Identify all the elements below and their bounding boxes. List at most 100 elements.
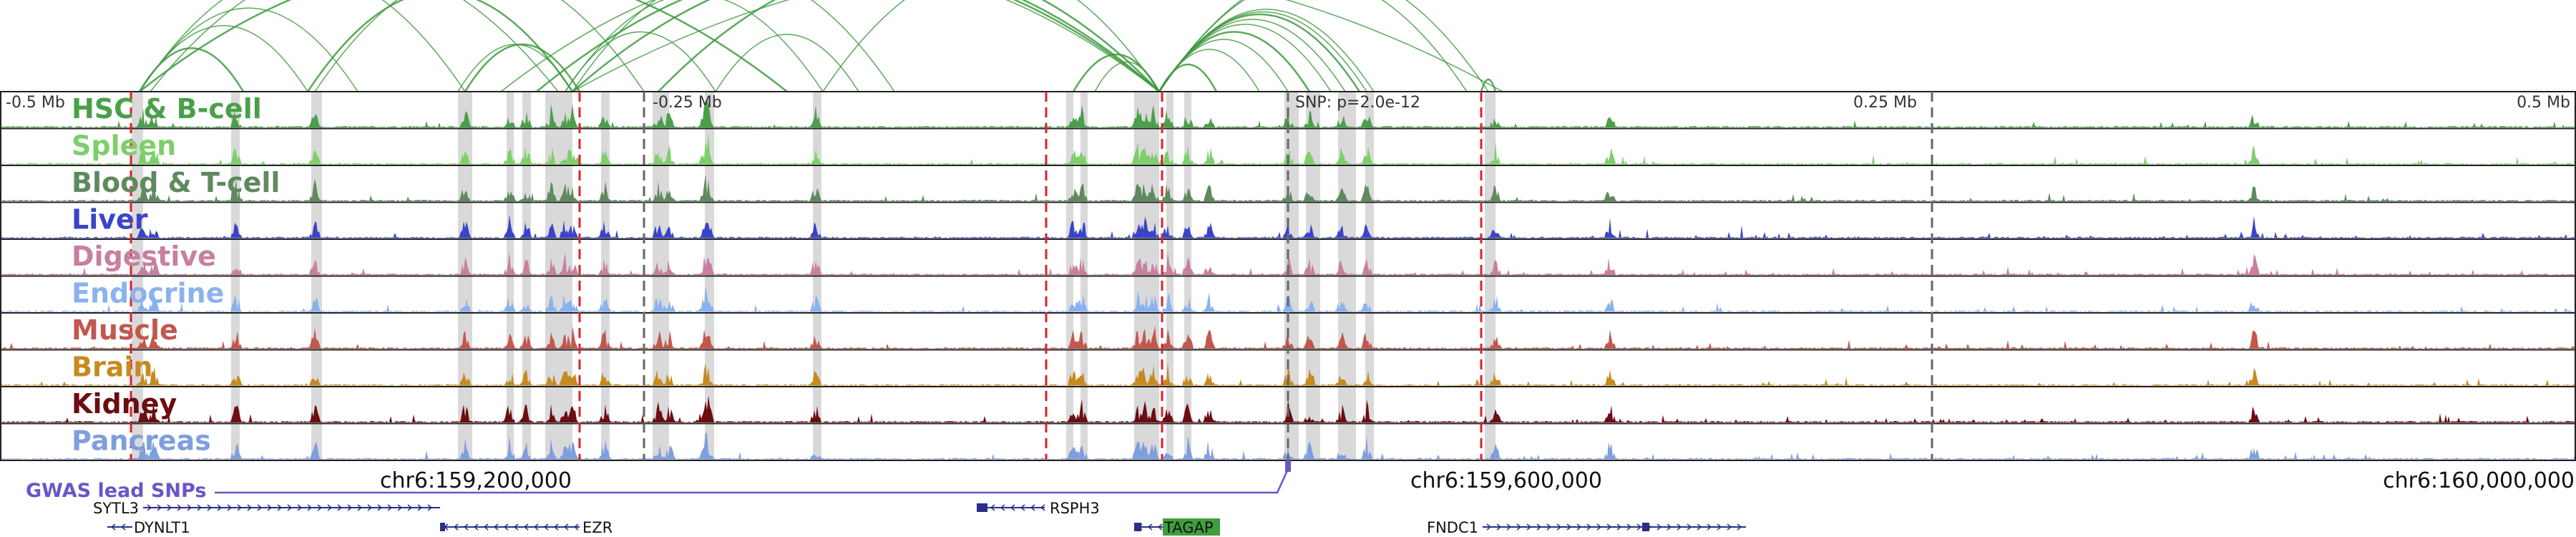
strand-arrow: [1626, 523, 1632, 531]
strand-arrow: [1496, 523, 1502, 531]
track-label-7: Brain: [72, 352, 152, 383]
strand-arrow: [267, 504, 273, 511]
loop-arc: [658, 0, 1160, 92]
gene-label-2: EZR: [582, 519, 613, 536]
track-label-3: Liver: [72, 204, 148, 236]
gene-highlight: [1163, 518, 1220, 536]
gene-label-4: TAGAP: [1163, 519, 1214, 536]
strand-arrow: [1636, 523, 1642, 531]
strand-arrow: [307, 504, 313, 511]
strand-arrow: [177, 504, 182, 511]
strand-arrow: [1677, 523, 1682, 531]
axis-label-minus-0-25: -0.25 Mb: [653, 94, 722, 112]
strand-arrow: [1717, 523, 1722, 531]
strand-arrow: [1606, 523, 1612, 531]
strand-arrow: [157, 504, 162, 511]
loop-arc: [457, 44, 573, 92]
strand-arrow: [1536, 523, 1542, 531]
gwas-track: GWAS lead SNPs: [26, 460, 1291, 502]
strand-arrow: [1737, 523, 1742, 531]
signal-7: [0, 362, 2576, 386]
gene-label-3: RSPH3: [1050, 500, 1100, 517]
track-label-5: Endocrine: [72, 278, 224, 309]
loop-arc: [536, 0, 1160, 92]
loop-arcs: [138, 0, 1503, 92]
strand-arrow: [197, 504, 203, 511]
loop-arc: [500, 0, 1160, 92]
strand-arrow: [1010, 504, 1015, 511]
strand-arrow: [367, 504, 373, 511]
loop-arc: [139, 25, 308, 92]
coordinate-ticks: chr6:159,200,000 chr6:159,600,000 chr6:1…: [380, 468, 2575, 493]
strand-arrow: [257, 504, 263, 511]
strand-arrow: [287, 504, 293, 511]
strand-arrow: [533, 523, 539, 531]
strand-arrow: [147, 504, 152, 511]
strand-arrow: [337, 504, 343, 511]
gene-label-1: DYNLT1: [134, 519, 190, 536]
exon: [1642, 523, 1649, 531]
loop-arc: [565, 0, 824, 92]
loop-arc: [139, 7, 358, 92]
strand-arrow: [187, 504, 192, 511]
strand-arrow: [1697, 523, 1702, 531]
strand-arrow: [1556, 523, 1562, 531]
strand-arrow: [513, 523, 519, 531]
strand-arrow: [327, 504, 333, 511]
strand-arrow: [167, 504, 172, 511]
coord-tick-1: chr6:159,200,000: [380, 468, 572, 493]
axis-label-minus-0-5: -0.5 Mb: [6, 94, 65, 112]
loop-arc: [139, 0, 788, 92]
gene-label-0: SYTL3: [93, 500, 139, 517]
track-label-8: Kidney: [72, 388, 177, 420]
strand-arrow: [217, 504, 223, 511]
gwas-snp-marker: [1285, 460, 1291, 472]
strand-arrow: [1667, 523, 1672, 531]
gene-track: SYTL3 DYNLT1 EZR RSPH3 TAGAP FNDC1: [93, 500, 1746, 536]
coord-tick-3: chr6:160,000,000: [2383, 468, 2575, 493]
strand-arrow: [1526, 523, 1532, 531]
strand-arrow: [1616, 523, 1622, 531]
strand-arrow: [247, 504, 253, 511]
strand-arrow: [387, 504, 393, 511]
strand-arrow: [573, 523, 579, 531]
strand-arrow: [453, 523, 459, 531]
loop-arc: [464, 43, 581, 92]
loop-arc: [572, 0, 895, 92]
strand-arrow: [1516, 523, 1522, 531]
strand-arrow: [1596, 523, 1602, 531]
strand-arrow: [347, 504, 353, 511]
strand-arrow: [427, 504, 433, 511]
strand-arrow: [1030, 504, 1035, 511]
strand-arrow: [1020, 504, 1025, 511]
strand-arrow: [553, 523, 559, 531]
strand-arrow: [1147, 523, 1153, 531]
loop-arc: [1094, 61, 1160, 92]
strand-arrow: [1546, 523, 1552, 531]
strand-arrow: [473, 523, 479, 531]
gwas-label: GWAS lead SNPs: [26, 480, 206, 502]
loop-arc: [572, 0, 1503, 92]
loop-arc: [150, 0, 559, 92]
loop-arc: [1480, 78, 1497, 92]
track-label-4: Digestive: [72, 241, 216, 272]
loop-arc: [306, 0, 574, 92]
strand-arrow: [1687, 523, 1692, 531]
gwas-connector: [215, 462, 1289, 494]
strand-arrow: [1727, 523, 1732, 531]
strand-arrow: [317, 504, 323, 511]
exon: [1134, 523, 1141, 531]
strand-arrow: [397, 504, 403, 511]
track-label-9: Pancreas: [72, 425, 211, 457]
loop-arc: [822, 0, 1160, 92]
strand-arrow: [1000, 504, 1005, 511]
strand-arrow: [483, 523, 489, 531]
strand-arrow: [1576, 523, 1582, 531]
strand-arrow: [563, 523, 569, 531]
axis-label-plus-0-5: 0.5 Mb: [2517, 94, 2570, 112]
loop-arc: [1158, 0, 1468, 92]
signal-4: [0, 251, 2576, 275]
loop-arc: [314, 0, 645, 92]
strand-arrow: [237, 504, 243, 511]
